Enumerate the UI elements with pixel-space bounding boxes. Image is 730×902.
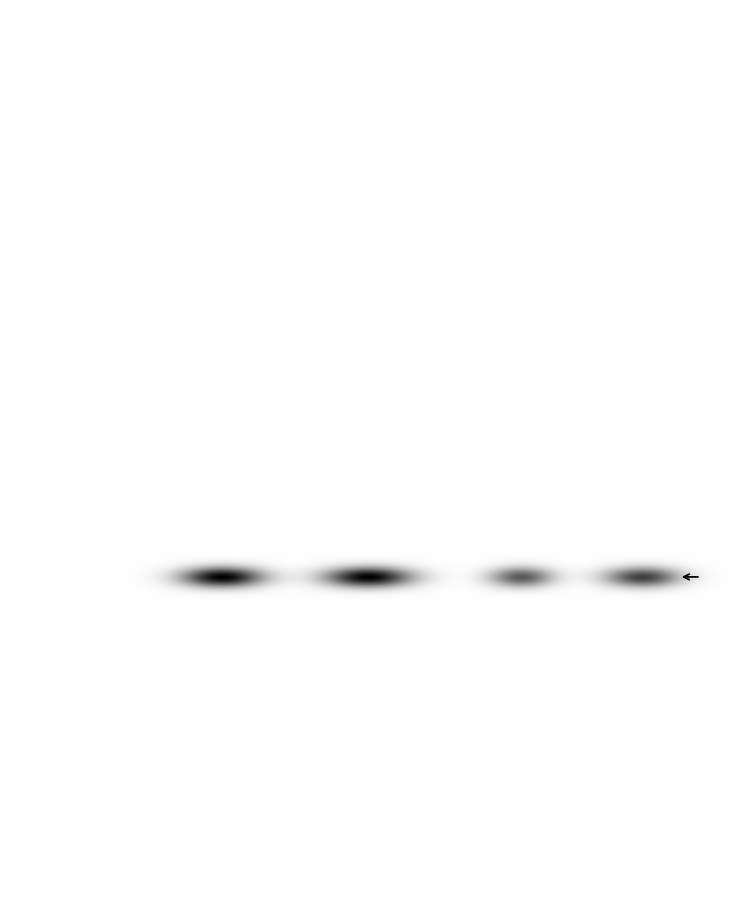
- Text: HeLa: HeLa: [359, 48, 400, 86]
- Text: 30 kDa→: 30 kDa→: [86, 714, 153, 729]
- Text: 70 kDa→: 70 kDa→: [86, 457, 153, 472]
- Text: 100 kDa→: 100 kDa→: [77, 367, 153, 382]
- Text: www.ptglab.com: www.ptglab.com: [81, 320, 109, 582]
- Text: 50 kDa→: 50 kDa→: [86, 548, 153, 562]
- Text: 150 kDa→: 150 kDa→: [77, 268, 153, 282]
- Bar: [599, 104, 690, 861]
- Text: rat liver: rat liver: [633, 33, 691, 86]
- Text: HepG2: HepG2: [512, 39, 564, 86]
- Text: 250 kDa→: 250 kDa→: [77, 151, 153, 165]
- Text: A549: A549: [217, 48, 258, 86]
- Bar: [164, 104, 449, 861]
- Bar: [467, 104, 584, 861]
- Text: 40 kDa→: 40 kDa→: [86, 593, 153, 607]
